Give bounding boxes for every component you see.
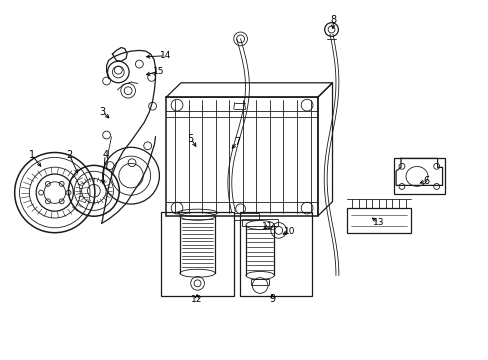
Text: 11: 11 — [262, 222, 273, 231]
Text: 14: 14 — [159, 51, 171, 60]
Text: 2: 2 — [66, 150, 72, 160]
Bar — [234, 213, 259, 220]
Text: 3: 3 — [100, 107, 105, 117]
Text: 7: 7 — [234, 137, 240, 147]
Text: 9: 9 — [269, 294, 275, 304]
Bar — [166, 97, 317, 216]
Text: 4: 4 — [102, 150, 108, 160]
Text: 5: 5 — [187, 134, 193, 144]
Bar — [242, 219, 278, 226]
Text: 15: 15 — [153, 67, 164, 76]
Bar — [250, 279, 269, 285]
Text: 6: 6 — [423, 176, 428, 186]
Bar — [161, 212, 233, 296]
Text: 13: 13 — [372, 218, 384, 227]
Text: 10: 10 — [283, 227, 295, 236]
Text: 1: 1 — [29, 150, 35, 160]
Bar — [346, 208, 410, 233]
Bar — [239, 212, 311, 296]
Text: 8: 8 — [330, 15, 336, 25]
Bar — [393, 158, 444, 194]
Text: 12: 12 — [191, 295, 203, 304]
